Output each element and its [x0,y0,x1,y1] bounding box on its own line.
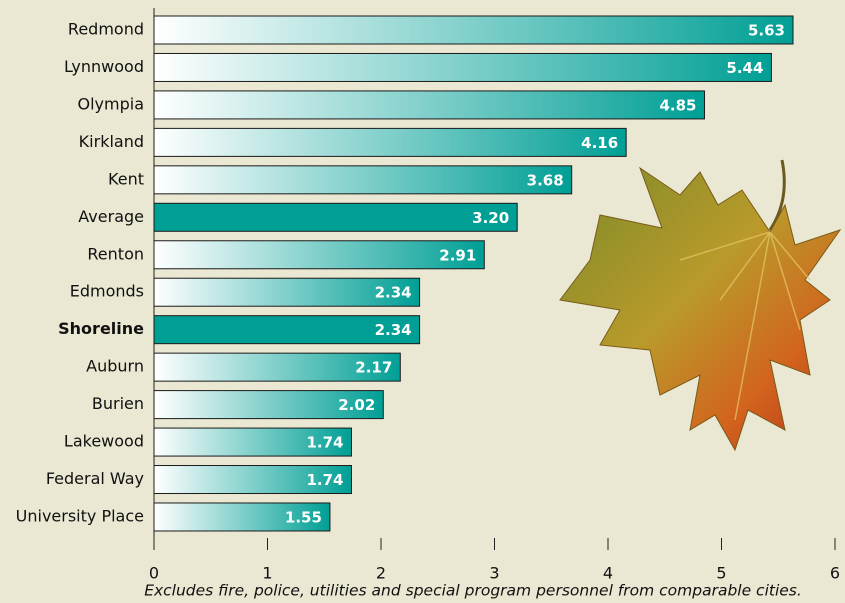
value-label: 5.63 [748,22,785,40]
x-tick-label: 3 [489,564,499,583]
bar [154,91,704,119]
category-label: Kirkland [79,132,144,151]
x-tick-label: 2 [376,564,386,583]
bar [154,16,793,44]
x-tick-label: 0 [149,564,159,583]
x-tick-label: 5 [716,564,726,583]
value-label: 1.74 [306,434,343,452]
value-label: 4.85 [659,96,696,114]
category-label: Edmonds [70,282,144,301]
category-label: Olympia [78,94,145,113]
value-label: 2.34 [375,284,412,302]
category-label: Auburn [86,357,144,376]
bar [154,166,572,194]
category-label: Average [78,207,144,226]
value-label: 3.20 [472,209,509,227]
category-label: Redmond [68,20,144,39]
value-label: 1.74 [306,471,343,489]
value-label: 5.44 [726,59,763,77]
category-label: Renton [87,244,144,263]
value-label: 2.91 [439,246,476,264]
category-label: Burien [92,394,144,413]
category-label: Federal Way [46,469,144,488]
bar [154,128,626,156]
value-label: 4.16 [581,134,618,152]
value-label: 2.02 [338,396,375,414]
value-label: 1.55 [285,508,322,526]
value-label: 3.68 [527,171,564,189]
x-tick-label: 6 [830,564,840,583]
bar [154,241,484,269]
chart: Excludes fire, police, utilities and spe… [0,0,845,603]
x-tick-label: 4 [603,564,613,583]
bar [154,203,517,231]
footnote: Excludes fire, police, utilities and spe… [144,582,802,600]
bar [154,53,771,81]
category-label: Shoreline [58,319,144,338]
category-label: University Place [16,506,144,525]
category-label: Lynnwood [64,57,144,76]
x-tick-label: 1 [262,564,272,583]
value-label: 2.17 [355,359,392,377]
category-label: Kent [108,169,144,188]
value-label: 2.34 [375,321,412,339]
category-label: Lakewood [64,432,144,451]
leaf-decoration [560,160,840,450]
